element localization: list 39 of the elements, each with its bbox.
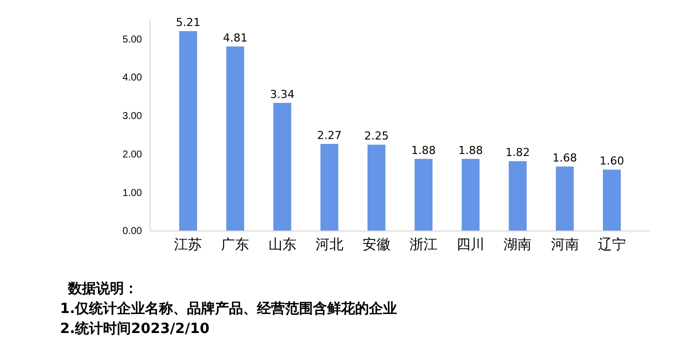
text: 2.统计时间2023/2/10 xyxy=(60,320,210,337)
bar xyxy=(508,161,527,231)
bar xyxy=(602,170,621,231)
y-tick-label: 4.00 xyxy=(122,72,142,84)
data-label: 1.88 xyxy=(458,144,483,157)
data-label: 3.34 xyxy=(270,88,295,101)
x-tick-label: 广东 xyxy=(221,236,250,252)
bar xyxy=(368,144,386,231)
text: 数据说明： xyxy=(67,281,138,297)
bar xyxy=(462,158,480,231)
bar xyxy=(414,158,432,231)
x-tick-label: 湖南 xyxy=(504,236,532,252)
data-label: 2.27 xyxy=(317,128,342,142)
x-tick-label: 安徽 xyxy=(362,236,390,252)
y-tick-label: 2.00 xyxy=(122,149,142,160)
data-label: 2.25 xyxy=(364,130,389,143)
x-tick-label: 江苏 xyxy=(174,236,202,252)
bar xyxy=(556,166,574,231)
x-tick-label: 河南 xyxy=(550,236,579,252)
text: 1.仅统计企业名称、品牌产品、经营范围含鲜花的企业 xyxy=(60,300,398,317)
data-label: 1.88 xyxy=(411,144,436,157)
data-label: 5.21 xyxy=(176,16,200,30)
bar xyxy=(320,144,338,231)
bar xyxy=(179,31,198,231)
bar xyxy=(273,102,292,231)
y-tick-label: 0.00 xyxy=(122,226,142,238)
x-tick-label: 河北 xyxy=(315,236,344,252)
data-label: 4.81 xyxy=(222,31,248,44)
y-tick-label: 5.00 xyxy=(122,34,142,46)
x-tick-label: 山东 xyxy=(268,236,296,252)
x-tick-label: 辽宁 xyxy=(598,236,626,252)
x-tick-label: 浙江 xyxy=(410,236,438,252)
y-tick-label: 1.00 xyxy=(122,188,142,199)
y-tick-label: 3.00 xyxy=(122,111,142,122)
data-label: 1.60 xyxy=(600,154,624,168)
data-label: 1.68 xyxy=(552,152,578,165)
x-tick-label: 四川 xyxy=(456,236,485,252)
bar xyxy=(226,46,244,231)
data-label: 1.82 xyxy=(505,146,530,160)
